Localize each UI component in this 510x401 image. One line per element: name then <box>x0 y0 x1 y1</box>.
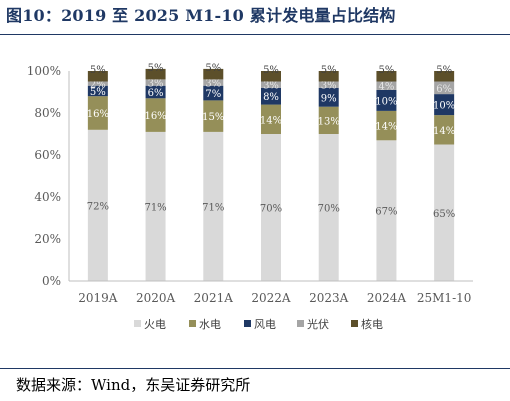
bar-segment <box>376 140 397 281</box>
data-label: 3% <box>263 81 279 92</box>
legend-swatch <box>244 320 251 327</box>
bar-segment <box>145 98 166 132</box>
bar-segment <box>203 85 224 101</box>
data-label: 72% <box>87 201 109 212</box>
bar-segment <box>87 96 108 130</box>
data-label: 16% <box>144 111 166 122</box>
source-rule <box>0 368 510 369</box>
data-label: 5% <box>90 87 106 98</box>
legend-label: 火电 <box>144 318 166 331</box>
data-label: 6% <box>436 84 452 95</box>
data-label: 5% <box>148 63 164 74</box>
legend-label: 风电 <box>254 318 276 331</box>
data-label: 14% <box>433 126 455 137</box>
bar-segment <box>261 104 281 134</box>
bar-segment <box>376 81 397 90</box>
legend-swatch <box>297 320 304 327</box>
bar-segment <box>261 81 281 88</box>
bar-segment <box>261 87 281 105</box>
bar-segment <box>318 134 339 281</box>
bar-segment <box>434 94 455 116</box>
stacked-bar-chart: 0%20%40%60%80%100%72%16%5%2%5%2019A71%16… <box>27 63 473 331</box>
data-label: 5% <box>378 65 394 76</box>
bar-segment <box>318 87 339 107</box>
data-label: 67% <box>375 207 397 218</box>
bar-segment <box>376 110 397 141</box>
data-label: 7% <box>205 89 221 100</box>
bar-segment <box>261 134 281 281</box>
bar-segment <box>318 71 339 82</box>
x-tick-label: 2024A <box>367 291 407 305</box>
y-tick-label: 20% <box>34 232 61 246</box>
bar-segment <box>87 71 108 82</box>
data-label: 70% <box>260 204 282 215</box>
bar-segment <box>145 79 166 86</box>
bar-segment <box>261 71 281 82</box>
x-tick-label: 25M1-10 <box>417 291 472 305</box>
bar-segment <box>434 71 455 82</box>
legend-label: 光伏 <box>307 317 329 331</box>
bar-segment <box>87 85 108 97</box>
bar-segment <box>434 115 455 145</box>
bar-segment <box>434 81 455 95</box>
data-label: 14% <box>260 115 282 126</box>
legend-label: 核电 <box>361 317 383 331</box>
data-label: 16% <box>87 109 109 120</box>
x-tick-label: 2021A <box>194 291 234 305</box>
bar-segment <box>87 81 108 86</box>
bar-segment <box>145 85 166 99</box>
data-label: 2% <box>90 80 106 91</box>
data-label: 10% <box>375 96 397 107</box>
bar-segment <box>434 144 455 281</box>
data-label: 15% <box>202 112 224 123</box>
data-label: 5% <box>205 63 221 74</box>
data-label: 3% <box>321 81 337 92</box>
data-label: 65% <box>433 209 455 220</box>
bar-segment <box>203 79 224 86</box>
x-tick-label: 2019A <box>78 291 118 305</box>
bar-segment <box>376 89 397 111</box>
source-note: 数据来源：Wind，东吴证券研究所 <box>16 376 251 394</box>
legend-swatch <box>351 320 358 327</box>
bar-segment <box>376 71 397 82</box>
data-label: 14% <box>375 122 397 133</box>
legend-swatch <box>134 320 141 327</box>
data-label: 5% <box>263 65 279 76</box>
bar-segment <box>203 100 224 132</box>
legend-swatch <box>189 320 196 327</box>
data-label: 4% <box>378 82 394 93</box>
data-label: 13% <box>318 116 340 127</box>
y-tick-label: 80% <box>34 106 61 120</box>
figure-title: 图10：2019 至 2025 M1-10 累计发电量占比结构 <box>6 6 396 25</box>
data-label: 71% <box>202 202 224 213</box>
data-label: 3% <box>148 79 164 90</box>
title-rule <box>0 34 510 35</box>
bar-segment <box>145 68 166 80</box>
y-tick-label: 40% <box>34 190 61 204</box>
y-tick-label: 100% <box>27 64 61 78</box>
bar-segment <box>318 81 339 88</box>
x-tick-label: 2023A <box>309 291 349 305</box>
data-label: 9% <box>321 93 337 104</box>
x-tick-label: 2022A <box>251 291 291 305</box>
data-label: 6% <box>148 88 164 99</box>
data-label: 5% <box>321 65 337 76</box>
data-label: 70% <box>318 204 340 215</box>
data-label: 10% <box>433 101 455 112</box>
bar-segment <box>203 68 224 80</box>
data-label: 8% <box>263 92 279 103</box>
data-label: 3% <box>205 79 221 90</box>
x-tick-label: 2020A <box>136 291 176 305</box>
data-label: 71% <box>144 202 166 213</box>
y-tick-label: 0% <box>42 274 61 288</box>
bar-segment <box>318 106 339 134</box>
data-label: 5% <box>436 65 452 76</box>
bar-segment <box>203 131 224 281</box>
bar-segment <box>87 129 108 281</box>
bar-segment <box>145 131 166 281</box>
data-label: 5% <box>90 65 106 76</box>
y-tick-label: 60% <box>34 148 61 162</box>
legend-label: 水电 <box>199 318 221 331</box>
